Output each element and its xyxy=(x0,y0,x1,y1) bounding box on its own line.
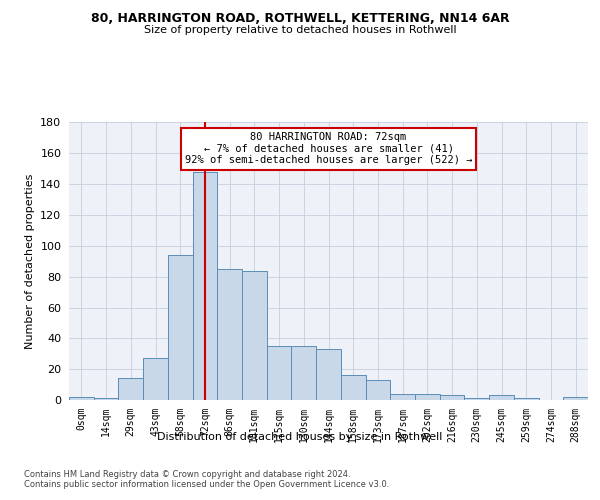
Text: 80 HARRINGTON ROAD: 72sqm
← 7% of detached houses are smaller (41)
92% of semi-d: 80 HARRINGTON ROAD: 72sqm ← 7% of detach… xyxy=(185,132,472,166)
Bar xyxy=(118,378,143,400)
Bar xyxy=(341,376,365,400)
Bar xyxy=(514,398,539,400)
Bar xyxy=(365,380,390,400)
Bar xyxy=(94,398,118,400)
Bar xyxy=(489,396,514,400)
Bar xyxy=(217,269,242,400)
Bar xyxy=(193,172,217,400)
Bar xyxy=(267,346,292,400)
Bar xyxy=(292,346,316,400)
Bar xyxy=(316,349,341,400)
Bar xyxy=(563,397,588,400)
Bar xyxy=(168,255,193,400)
Bar xyxy=(415,394,440,400)
Bar xyxy=(69,397,94,400)
Bar xyxy=(464,398,489,400)
Y-axis label: Number of detached properties: Number of detached properties xyxy=(25,174,35,349)
Text: Distribution of detached houses by size in Rothwell: Distribution of detached houses by size … xyxy=(157,432,443,442)
Text: 80, HARRINGTON ROAD, ROTHWELL, KETTERING, NN14 6AR: 80, HARRINGTON ROAD, ROTHWELL, KETTERING… xyxy=(91,12,509,26)
Bar xyxy=(390,394,415,400)
Text: Contains HM Land Registry data © Crown copyright and database right 2024.
Contai: Contains HM Land Registry data © Crown c… xyxy=(24,470,389,490)
Bar xyxy=(242,270,267,400)
Bar xyxy=(440,396,464,400)
Text: Size of property relative to detached houses in Rothwell: Size of property relative to detached ho… xyxy=(143,25,457,35)
Bar xyxy=(143,358,168,400)
